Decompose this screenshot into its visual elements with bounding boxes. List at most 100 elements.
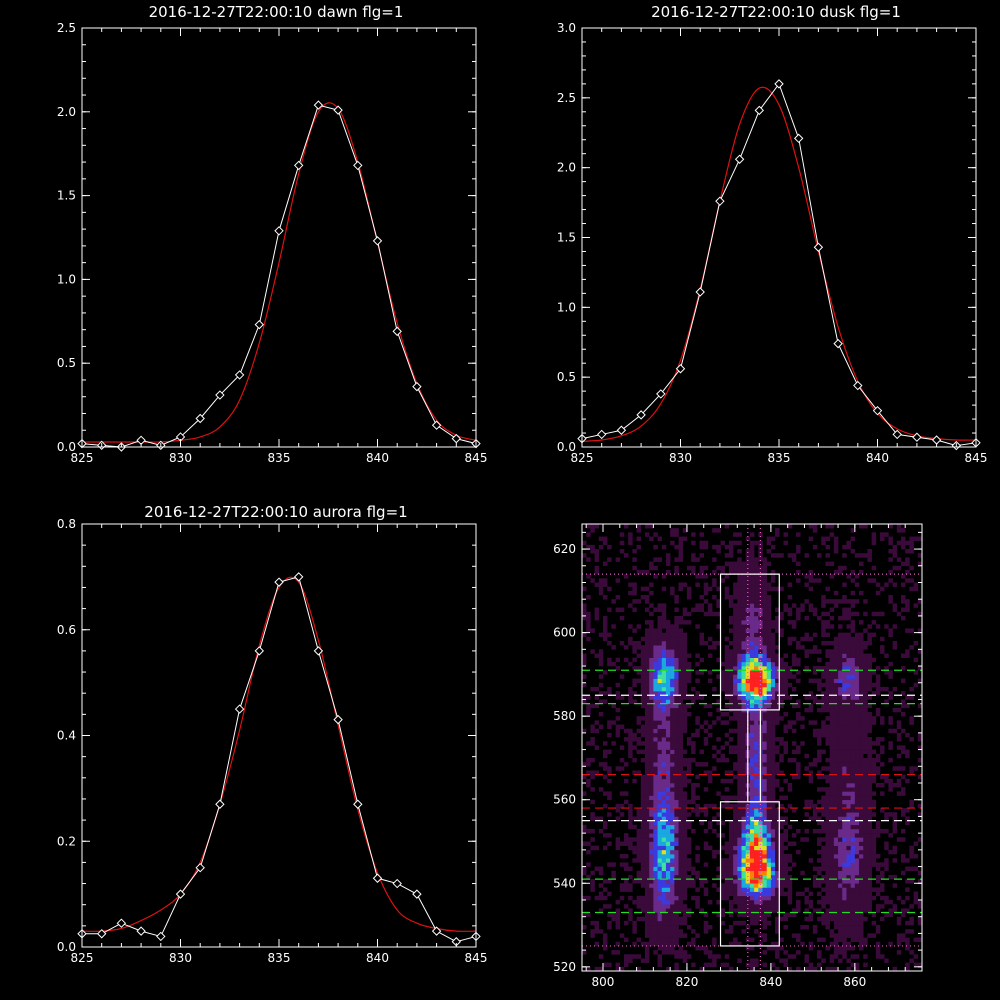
heatmap-cell <box>695 874 700 880</box>
heatmap-cell <box>909 916 914 922</box>
heatmap-cell <box>695 945 700 951</box>
heatmap-cell <box>842 762 847 767</box>
heatmap-cell <box>867 724 872 730</box>
heatmap-cell <box>724 732 730 738</box>
heatmap-cell <box>682 670 688 675</box>
heatmap-cell <box>615 803 621 809</box>
heatmap-cell <box>699 640 705 646</box>
heatmap-cell <box>632 666 637 671</box>
heatmap-cell <box>649 862 654 867</box>
heatmap-cell <box>665 707 671 713</box>
heatmap-cell <box>703 787 709 792</box>
heatmap-cell <box>863 728 868 734</box>
heatmap-cell <box>758 820 763 826</box>
heatmap-cell <box>586 966 591 972</box>
heatmap-cell <box>720 866 726 872</box>
heatmap-cell <box>804 966 809 972</box>
heatmap-cell <box>833 812 839 817</box>
heatmap-cell <box>670 803 675 809</box>
data-point <box>392 878 402 889</box>
heatmap-cell <box>649 766 654 771</box>
heatmap-cell <box>737 561 742 567</box>
heatmap-cell <box>779 753 784 759</box>
heatmap-cell <box>825 737 830 742</box>
heatmap-cell <box>863 670 868 675</box>
heatmap-cell <box>749 854 755 859</box>
heatmap-cell <box>590 686 595 692</box>
heatmap-cell <box>749 661 755 667</box>
heatmap-cell <box>670 820 675 826</box>
heatmap-cell <box>825 916 830 922</box>
heatmap-cell <box>808 636 814 642</box>
heatmap-cell <box>854 703 860 709</box>
x-tick-label: 845 <box>465 451 488 465</box>
heatmap-cell <box>737 787 742 792</box>
heatmap-cell <box>867 833 872 838</box>
heatmap-cell <box>670 707 675 713</box>
panel-image-overlays <box>582 524 922 971</box>
heatmap-cell <box>859 553 864 558</box>
heatmap-cell <box>825 624 830 629</box>
heatmap-cell <box>695 899 700 905</box>
heatmap-cell <box>644 799 650 805</box>
heatmap-cell <box>842 682 847 688</box>
heatmap-cell <box>892 849 898 855</box>
heatmap-cell <box>707 732 713 738</box>
heatmap-cell <box>691 749 696 755</box>
heatmap-cell <box>665 925 671 930</box>
heatmap-cell <box>602 620 608 625</box>
heatmap-cell <box>649 795 654 801</box>
heatmap-cell <box>649 620 654 625</box>
heatmap-cell <box>691 895 696 901</box>
heatmap-cell <box>728 870 734 876</box>
heatmap-cell <box>716 599 721 604</box>
heatmap-cell <box>594 966 600 972</box>
heatmap-cell <box>766 945 772 951</box>
heatmap-cell <box>859 799 864 805</box>
heatmap-cell <box>770 578 776 583</box>
heatmap-cell <box>871 611 877 617</box>
heatmap-cell <box>649 624 654 629</box>
heatmap-cell <box>783 891 788 897</box>
heatmap-cell <box>833 540 839 546</box>
heatmap-cell <box>770 783 776 788</box>
y-tick-label: 1.0 <box>557 300 576 314</box>
heatmap-cell <box>829 828 835 834</box>
fit-curve <box>81 576 477 932</box>
heatmap-cell <box>741 816 747 821</box>
heatmap-cell <box>838 912 843 917</box>
heatmap-cell <box>787 553 793 558</box>
heatmap-cell <box>825 812 830 817</box>
heatmap-cell <box>863 937 868 943</box>
heatmap-cell <box>850 845 856 851</box>
heatmap-cell <box>653 803 658 809</box>
heatmap-cell <box>880 904 885 909</box>
heatmap-cell <box>674 912 679 917</box>
heatmap-cell <box>661 749 667 755</box>
heatmap-cell <box>720 820 726 826</box>
heatmap-cell <box>783 958 788 963</box>
heatmap-cell <box>582 866 587 872</box>
heatmap-cell <box>859 774 864 780</box>
heatmap-cell <box>712 578 717 583</box>
heatmap-cell <box>741 899 747 905</box>
heatmap-cell <box>762 666 767 671</box>
heatmap-cell <box>850 678 856 684</box>
heatmap-cell <box>682 678 688 684</box>
heatmap-cell <box>661 837 667 842</box>
heatmap-cell <box>842 607 847 613</box>
heatmap-cell <box>850 636 856 642</box>
heatmap-cell <box>745 590 751 596</box>
heatmap-cell <box>808 778 814 784</box>
heatmap-cell <box>754 912 759 917</box>
heatmap-cell <box>653 716 658 721</box>
heatmap-cell <box>691 741 696 746</box>
heatmap-cell <box>586 862 591 867</box>
heatmap-cell <box>737 565 742 571</box>
heatmap-cell <box>644 958 650 963</box>
heatmap-cell <box>665 945 671 951</box>
heatmap-cell <box>699 544 705 550</box>
heatmap-cell <box>670 766 675 771</box>
heatmap-cell <box>892 645 898 650</box>
heatmap-cell <box>665 682 671 688</box>
